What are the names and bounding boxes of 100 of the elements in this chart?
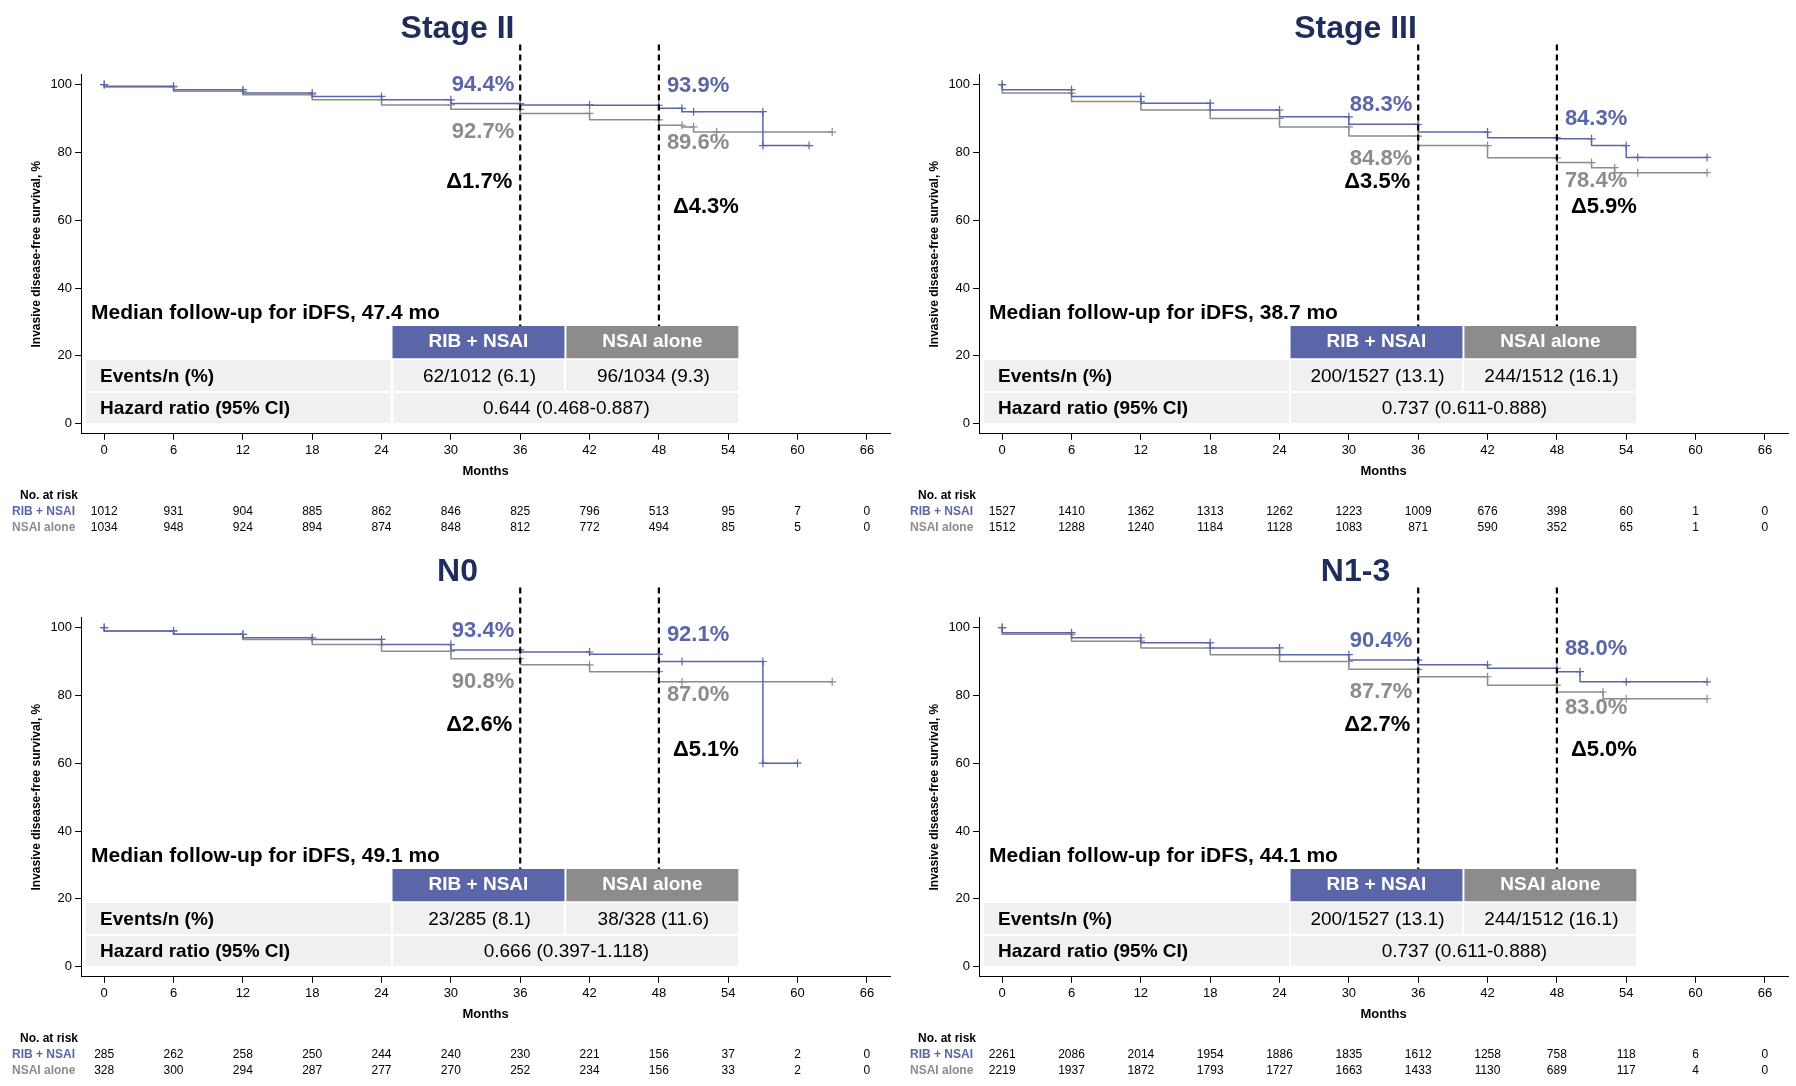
text: 240	[440, 1047, 462, 1062]
x-tick-label: 30	[443, 442, 459, 458]
text: 300	[163, 1063, 184, 1078]
point	[1344, 650, 1354, 660]
annotation: 87.0%	[666, 680, 730, 706]
text: 1886	[1266, 1047, 1294, 1062]
x-tick-label: 24	[1272, 442, 1287, 458]
annotation: Median follow-up for iDFS, 38.7 mo	[989, 300, 1338, 324]
annotation: Events/n (%)	[998, 364, 1113, 386]
point	[1702, 152, 1712, 163]
x-tick-label: 6	[1067, 442, 1076, 458]
text: 772	[579, 520, 600, 535]
x-tick-label: 12	[1133, 442, 1149, 458]
x-tick-label: 12	[235, 985, 251, 1001]
point	[758, 141, 768, 151]
text: 1130	[1474, 1063, 1501, 1078]
text: 1793	[1196, 1063, 1224, 1078]
text: 0	[863, 1063, 871, 1078]
text: 1512	[988, 520, 1016, 535]
text: 287	[302, 1063, 323, 1078]
point	[804, 141, 814, 151]
y-tick-label: 40	[955, 279, 971, 295]
text: 0	[1761, 504, 1769, 519]
text: 1313	[1196, 504, 1224, 519]
annotation: Hazard ratio (95% CI)	[998, 940, 1189, 962]
text: 328	[94, 1063, 115, 1078]
x-tick-label: 42	[582, 985, 597, 1001]
annotation: 78.4%	[1564, 166, 1628, 192]
annotation: 92.1%	[666, 621, 730, 647]
x-tick-label: 12	[235, 442, 251, 458]
text: 1663	[1335, 1063, 1363, 1078]
annotation: 0.666 (0.397-1.118)	[483, 940, 650, 962]
x-tick-label: 12	[1133, 985, 1149, 1001]
text: 924	[232, 520, 254, 535]
annotation: 23/285 (8.1)	[428, 907, 531, 929]
text: NSAI alone	[1500, 330, 1601, 352]
annotation: 0.737 (0.611-0.888)	[1381, 397, 1548, 419]
x-tick-label: 54	[1618, 985, 1634, 1001]
x-axis-title: Months	[462, 1005, 509, 1021]
y-tick-label: 100	[948, 619, 971, 635]
y-axis-title: Invasive disease-free survival, %	[28, 160, 43, 348]
x-tick-label: 42	[1480, 985, 1495, 1001]
x-tick-label: 24	[374, 442, 389, 458]
point	[1136, 91, 1146, 102]
text: 2261	[988, 1047, 1016, 1062]
x-tick-label: 60	[1688, 985, 1703, 1001]
text: 2086	[1058, 1047, 1086, 1062]
text: No. at risk	[20, 1031, 79, 1046]
point	[677, 120, 687, 130]
annotation: Δ1.7%	[446, 168, 513, 194]
text: 1128	[1266, 520, 1293, 535]
annotation: Events/n (%)	[100, 907, 215, 929]
text: 7	[794, 504, 802, 519]
text: RIB + NSAI	[1326, 330, 1427, 352]
text: 894	[302, 520, 323, 535]
text: 0	[1761, 1063, 1769, 1078]
text: NSAI alone	[12, 520, 76, 535]
x-tick-label: 36	[512, 985, 528, 1001]
y-tick-label: 20	[955, 890, 971, 906]
y-tick-label: 20	[955, 347, 971, 363]
text: 65	[1619, 520, 1634, 535]
text: 118	[1616, 1047, 1637, 1062]
x-tick-label: 54	[720, 985, 736, 1001]
text: 250	[302, 1047, 323, 1062]
text: RIB + NSAI	[1326, 873, 1427, 895]
text: 1727	[1266, 1063, 1294, 1078]
x-tick-label: 30	[1341, 985, 1357, 1001]
text: 676	[1477, 504, 1498, 519]
annotation: 84.8%	[1349, 145, 1413, 171]
y-tick-label: 20	[57, 890, 73, 906]
y-tick-label: 60	[955, 211, 971, 227]
text: 513	[648, 504, 670, 519]
annotation: Hazard ratio (95% CI)	[100, 940, 291, 962]
x-tick-label: 6	[169, 442, 178, 458]
text: 1612	[1404, 1047, 1432, 1062]
point	[677, 103, 687, 113]
annotation: 244/1512 (16.1)	[1484, 364, 1619, 386]
text: NSAI alone	[602, 330, 703, 352]
annotation: Δ2.7%	[1344, 711, 1411, 737]
text: 230	[510, 1047, 531, 1062]
x-tick-label: 24	[1272, 985, 1287, 1001]
text: 0	[863, 1047, 871, 1062]
x-tick-label: 42	[582, 442, 597, 458]
y-tick-label: 0	[64, 958, 73, 974]
text: 1262	[1266, 504, 1294, 519]
x-tick-label: 0	[998, 985, 1006, 1001]
annotation: 200/1527 (13.1)	[1310, 364, 1445, 386]
y-tick-label: 20	[57, 347, 73, 363]
x-tick-label: 66	[1757, 442, 1773, 458]
x-tick-label: 36	[1410, 985, 1426, 1001]
x-tick-label: 6	[169, 985, 178, 1001]
y-axis-title: Invasive disease-free survival, %	[926, 703, 941, 891]
y-tick-label: 80	[57, 143, 73, 159]
text: RIB + NSAI	[428, 330, 529, 352]
text: 156	[648, 1063, 670, 1078]
text: 2	[794, 1047, 802, 1062]
text: 796	[579, 504, 600, 519]
text: 117	[1616, 1063, 1637, 1078]
annotation: 88.3%	[1349, 91, 1413, 117]
x-tick-label: 42	[1480, 442, 1495, 458]
